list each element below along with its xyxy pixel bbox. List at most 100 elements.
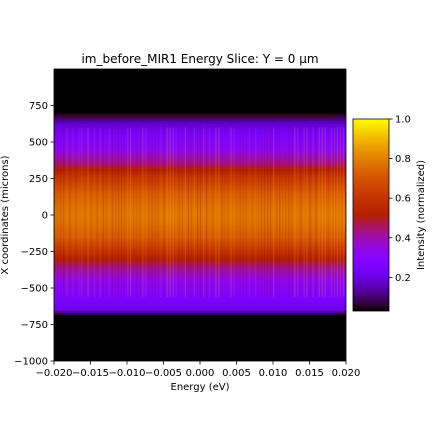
heatmap-band xyxy=(54,189,346,192)
energy-stripe xyxy=(84,127,86,297)
energy-stripe xyxy=(303,127,305,297)
energy-stripe xyxy=(327,127,329,297)
heatmap-band xyxy=(54,247,346,250)
heatmap-band xyxy=(54,319,346,322)
energy-stripe xyxy=(321,127,323,297)
y-tick-label: 500 xyxy=(29,138,48,149)
energy-stripe xyxy=(227,127,229,297)
energy-stripe xyxy=(297,127,299,297)
energy-stripe xyxy=(99,127,101,297)
heatmap-band xyxy=(54,283,346,286)
heatmap-band xyxy=(54,327,346,330)
heatmap-band xyxy=(54,261,346,264)
heatmap-band xyxy=(54,255,346,258)
heatmap-band xyxy=(54,329,346,332)
energy-stripe xyxy=(175,127,177,297)
heatmap-band xyxy=(54,199,346,202)
energy-stripe xyxy=(242,127,244,297)
heatmap-band xyxy=(54,209,346,212)
heatmap-band xyxy=(54,309,346,312)
colorbar-tick-label: 0.4 xyxy=(395,233,411,244)
heatmap-band xyxy=(54,181,346,184)
energy-stripe xyxy=(333,127,336,297)
colorbar: 1.0 0.8 0.6 0.4 0.2 Intensity (normalized) xyxy=(352,115,427,312)
colorbar-label: Intensity (normalized) xyxy=(416,160,427,270)
heatmap-band xyxy=(54,281,346,284)
plot-area xyxy=(54,69,346,361)
heatmap-band xyxy=(54,137,346,140)
heatmap-band xyxy=(54,179,346,182)
x-axis-ticks: −0.020 −0.015 −0.010 −0.005 0.000 0.005 0.010 0… xyxy=(35,361,360,379)
heatmap-band xyxy=(54,213,346,216)
heatmap-band xyxy=(54,337,346,340)
energy-stripe xyxy=(224,127,226,297)
energy-stripe xyxy=(130,127,132,297)
heatmap-band xyxy=(54,121,346,124)
energy-stripe xyxy=(221,127,223,297)
heatmap-band xyxy=(54,211,346,214)
heatmap-band xyxy=(54,219,346,222)
heatmap-band xyxy=(54,195,346,198)
energy-stripe xyxy=(105,127,107,297)
colorbar-gradient xyxy=(353,119,389,311)
energy-stripe xyxy=(66,127,68,297)
energy-stripe xyxy=(248,127,250,297)
heatmap-band xyxy=(54,117,346,120)
energy-stripe xyxy=(172,127,174,297)
energy-stripe xyxy=(127,127,129,297)
heatmap-band xyxy=(54,97,346,100)
energy-stripe xyxy=(276,127,278,297)
heatmap-band xyxy=(54,353,346,356)
colorbar-frame xyxy=(352,118,390,312)
heatmap-band xyxy=(54,157,346,160)
heatmap-band xyxy=(54,269,346,272)
heatmap-band xyxy=(54,79,346,82)
energy-stripe xyxy=(151,127,153,297)
heatmap-band xyxy=(54,177,346,180)
energy-stripe xyxy=(193,127,196,297)
heatmap-band xyxy=(54,93,346,96)
heatmap-band xyxy=(54,325,346,328)
heatmap-band xyxy=(54,185,346,188)
heatmap-band xyxy=(54,101,346,104)
x-tick-label: 0.010 xyxy=(259,368,288,379)
heatmap-band xyxy=(54,227,346,230)
heatmap-band xyxy=(54,311,346,314)
colorbar-tick-label: 0.8 xyxy=(395,154,411,165)
energy-stripe xyxy=(75,127,77,297)
energy-stripe xyxy=(342,127,345,297)
energy-stripe xyxy=(178,127,180,297)
x-tick-label: −0.015 xyxy=(72,368,109,379)
heatmap-band xyxy=(54,203,346,206)
energy-stripe xyxy=(203,127,205,297)
heatmap-band xyxy=(54,315,346,318)
heatmap-band xyxy=(54,141,346,144)
y-tick-label: 0 xyxy=(42,211,48,222)
heatmap-band xyxy=(54,359,346,361)
heatmap-band xyxy=(54,125,346,128)
energy-stripe xyxy=(69,127,71,297)
energy-stripe xyxy=(90,127,92,297)
heatmap-band xyxy=(54,271,346,274)
heatmap-band xyxy=(54,135,346,138)
energy-stripe xyxy=(57,127,59,297)
energy-stripe xyxy=(102,127,104,297)
energy-stripe xyxy=(294,127,296,297)
heatmap-band xyxy=(54,275,346,278)
heatmap-band xyxy=(54,161,346,164)
energy-stripe xyxy=(254,127,256,297)
energy-stripe xyxy=(339,127,342,297)
heatmap-band xyxy=(54,313,346,316)
heatmap-band xyxy=(54,305,346,308)
heatmap-band xyxy=(54,241,346,244)
heatmap-band xyxy=(54,215,346,218)
heatmap-band xyxy=(54,285,346,288)
x-tick-label: 0.005 xyxy=(222,368,251,379)
heatmap-band xyxy=(54,303,346,306)
heatmap-band xyxy=(54,107,346,110)
energy-stripe xyxy=(266,127,269,297)
energy-stripe xyxy=(251,127,253,297)
heatmap-band xyxy=(54,197,346,200)
energy-stripe xyxy=(78,127,80,297)
energy-stripe xyxy=(96,127,98,297)
